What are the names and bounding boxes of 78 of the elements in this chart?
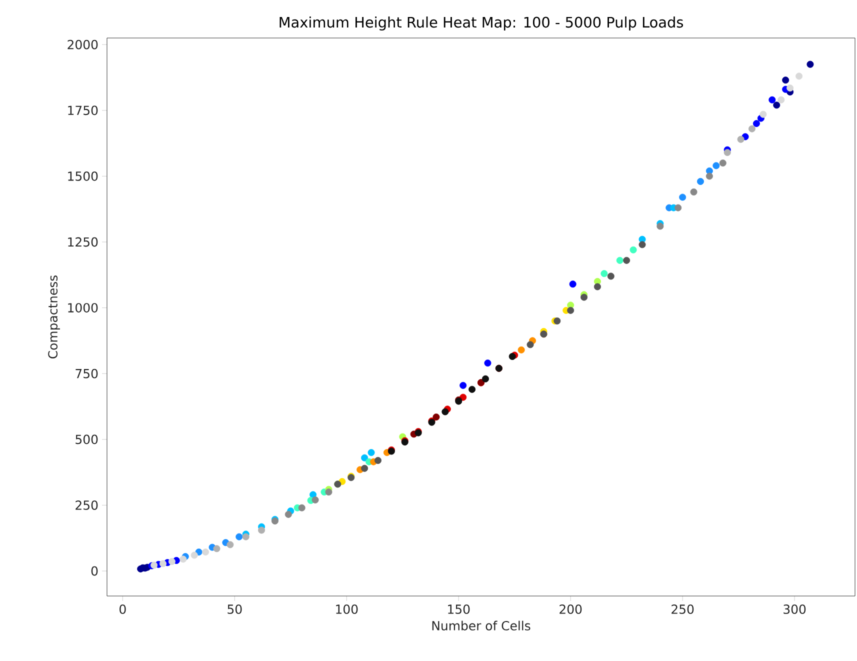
point — [638, 241, 646, 248]
x-tick-label: 200 — [560, 604, 582, 614]
y-tick-label: 1750 — [68, 106, 98, 116]
chart-title: Maximum Height Rule Heat Map: 100 - 5000 Pulp Loads — [280, 16, 684, 30]
point — [594, 283, 601, 290]
y-tick-label: 500 — [76, 434, 98, 444]
point — [526, 341, 534, 348]
point — [432, 414, 440, 421]
point — [554, 317, 561, 324]
point — [258, 526, 266, 534]
point — [737, 136, 744, 143]
x-tick-label: 250 — [672, 604, 694, 614]
point — [796, 72, 803, 80]
point — [374, 456, 382, 464]
point — [786, 84, 794, 92]
point — [630, 246, 637, 254]
point — [567, 306, 574, 314]
point — [518, 346, 525, 354]
point — [150, 562, 158, 569]
point — [202, 548, 210, 556]
point — [656, 222, 664, 230]
y-tick-label: 1500 — [68, 171, 98, 181]
point — [760, 110, 767, 118]
point — [616, 256, 624, 264]
point — [600, 270, 608, 278]
point — [242, 533, 250, 540]
point — [580, 294, 588, 301]
point — [460, 382, 467, 389]
point — [690, 188, 698, 196]
point — [325, 488, 332, 496]
point — [213, 545, 220, 552]
x-tick-label: 50 — [228, 604, 242, 614]
y-axis-title: Compactness — [48, 275, 60, 358]
point — [180, 556, 187, 563]
point — [284, 510, 292, 518]
point — [484, 360, 492, 367]
y-tick-label: 0 — [91, 566, 98, 576]
point — [696, 178, 704, 185]
point — [679, 194, 686, 201]
point — [312, 496, 319, 504]
point — [442, 408, 449, 416]
y-tick-label: 2000 — [68, 40, 98, 50]
point — [674, 204, 682, 212]
point — [508, 352, 516, 360]
x-tick-label: 150 — [448, 604, 470, 614]
point — [706, 172, 713, 180]
x-tick-label: 100 — [336, 604, 358, 614]
point — [236, 533, 243, 540]
x-tick-label: 0 — [120, 604, 126, 614]
point — [724, 148, 731, 156]
point — [719, 160, 726, 167]
y-tick-label: 250 — [76, 500, 98, 510]
point — [361, 454, 368, 462]
point — [806, 60, 814, 68]
point — [569, 280, 576, 288]
point — [778, 96, 785, 104]
y-tick-label: 1250 — [68, 237, 98, 247]
point — [607, 272, 614, 280]
point — [482, 375, 489, 382]
x-axis-title: Number of Cells — [432, 620, 530, 630]
point — [782, 76, 790, 84]
point — [712, 162, 720, 170]
point — [368, 449, 375, 456]
point — [623, 256, 630, 264]
point — [768, 96, 776, 104]
point — [748, 125, 756, 132]
point — [468, 386, 476, 393]
point — [361, 464, 368, 472]
point — [752, 120, 760, 128]
y-tick-label: 1000 — [68, 303, 98, 312]
point — [190, 552, 198, 559]
point — [773, 102, 780, 109]
point — [298, 504, 306, 512]
point — [168, 558, 176, 566]
point — [159, 560, 166, 568]
y-tick-label: 750 — [76, 368, 98, 378]
point — [226, 541, 234, 548]
x-tick-label: 300 — [784, 604, 806, 614]
